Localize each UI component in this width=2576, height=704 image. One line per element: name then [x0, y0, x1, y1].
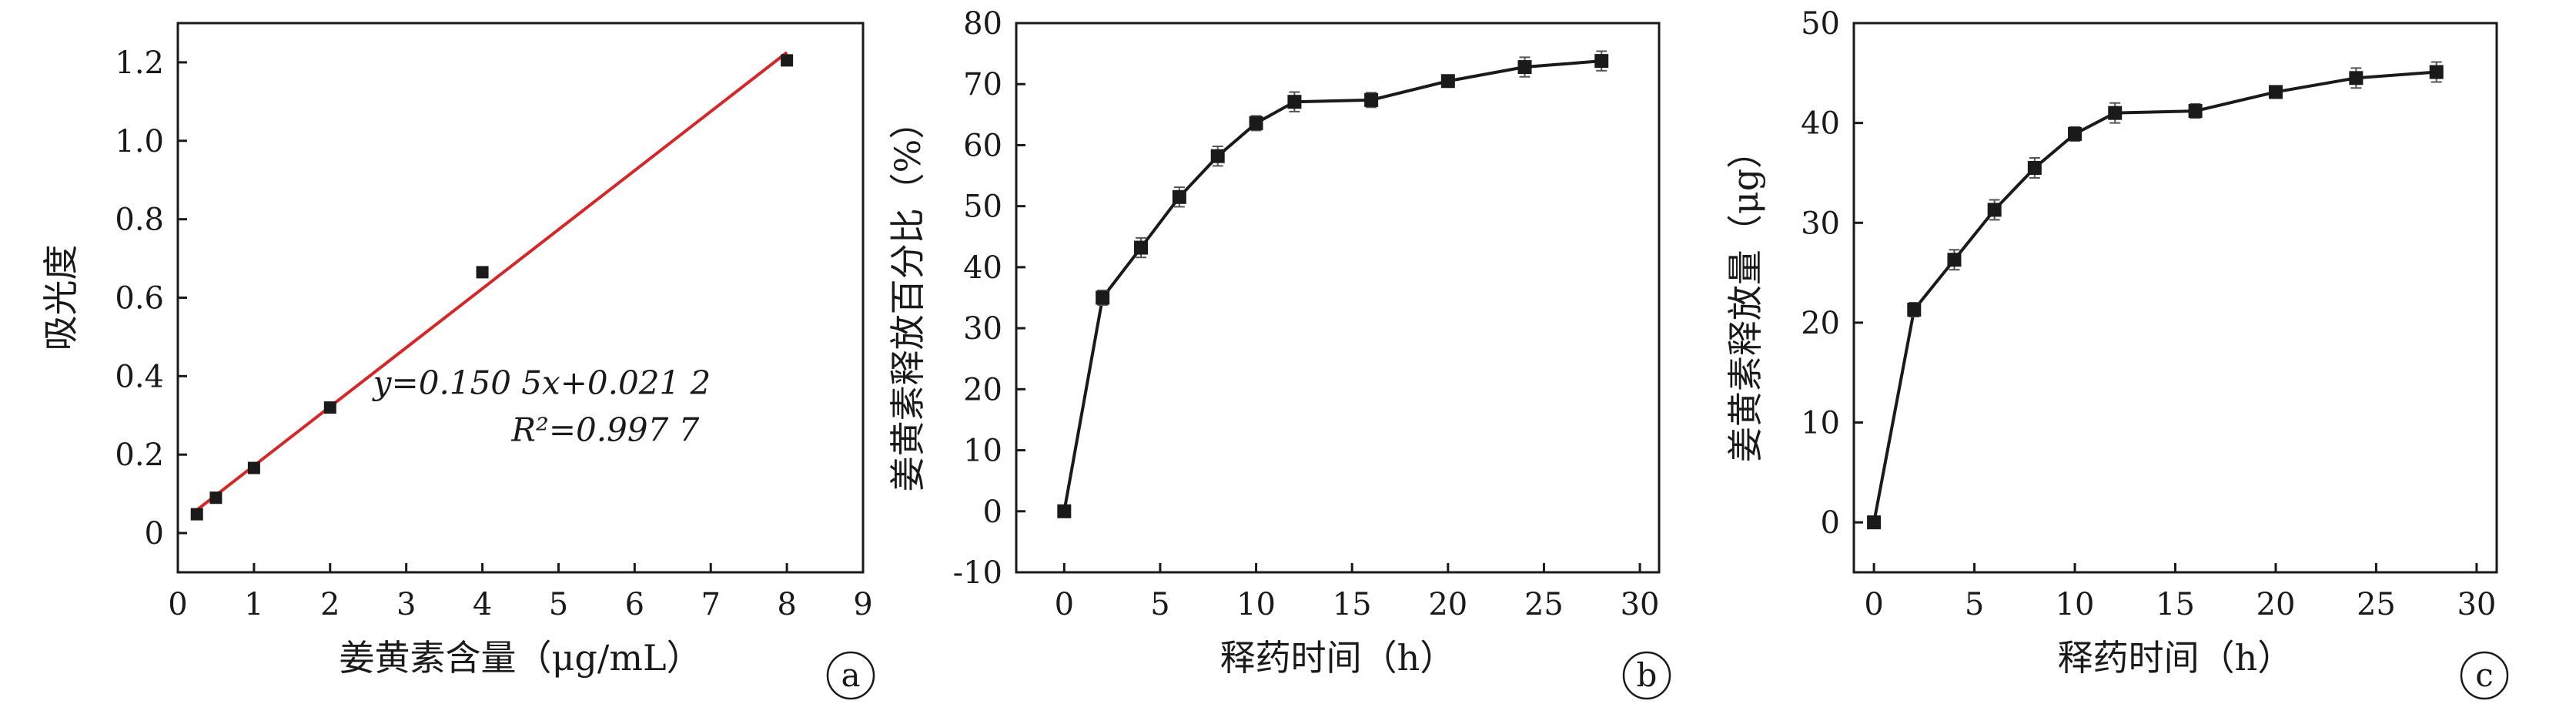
data-point: [323, 401, 336, 414]
data-point: [1172, 189, 1186, 204]
y-tick-label: 10: [963, 434, 1002, 469]
data-point: [1867, 515, 1882, 530]
y-tick-label: 60: [963, 128, 1002, 163]
data-point: [1947, 253, 1962, 267]
x-tick-label: 25: [2357, 587, 2396, 622]
x-tick-label: 30: [1621, 587, 1660, 622]
y-tick-label: 40: [963, 250, 1002, 286]
series-line: [1062, 59, 1602, 512]
panel-label-circle: [826, 651, 875, 700]
y-tick-label: 30: [963, 311, 1002, 347]
y-tick-label: 30: [1801, 206, 1840, 241]
plot-frame: [1015, 22, 1661, 574]
data-point: [2068, 126, 2083, 141]
y-tick-label: 0: [1821, 505, 1840, 541]
y-tick-label: 0.6: [115, 281, 164, 317]
x-tick-label: 2: [320, 587, 340, 622]
chart-panel-b: 0 5 10 15 20 25 30 -10 0 10 20 30 40 50 60 70 80 释药时间（h） 姜…: [887, 6, 1671, 700]
panel-label-circle: [1622, 651, 1671, 700]
panel-label: a: [841, 656, 860, 694]
data-point: [781, 54, 794, 67]
series-line: [1872, 70, 2437, 523]
plot-frame: [1852, 22, 2498, 574]
data-point: [2188, 104, 2203, 119]
y-tick-label: 0: [983, 494, 1002, 530]
data-point: [1096, 290, 1110, 305]
y-axis-title: 吸光度: [40, 245, 82, 351]
chart-panel-a: 0 1 2 3 4 5 6 7 8 9 0 0.2 0.4 0.6 0.8 1.0 1.2 姜黄素含量（μg/mL…: [40, 22, 875, 700]
data-point: [247, 461, 260, 474]
data-point: [1287, 95, 1302, 109]
x-tick-label: 7: [701, 587, 720, 622]
data-point: [1440, 74, 1455, 89]
x-tick-label: 5: [1965, 587, 1984, 622]
y-tick-label: 10: [1801, 406, 1840, 441]
chart-panel-c: 0 5 10 15 20 25 30 0 10 20 30 40 50 释药时间（h） 姜黄素释放量（μg）…: [1725, 6, 2509, 700]
data-point: [1364, 92, 1379, 107]
x-tick-label: 10: [1236, 587, 1276, 622]
x-tick-label: 20: [2257, 587, 2296, 622]
x-tick-label: 5: [1150, 587, 1169, 622]
data-point: [2349, 71, 2364, 85]
data-point: [1210, 149, 1225, 163]
x-tick-label: 9: [853, 587, 872, 622]
x-axis-title: 姜黄素含量（μg/mL）: [339, 637, 701, 679]
x-tick-label: 4: [473, 587, 492, 622]
x-axis-title: 释药时间（h）: [2058, 637, 2293, 679]
y-tick-label: 0.2: [115, 437, 164, 473]
data-point: [1134, 240, 1149, 255]
data-point: [1517, 60, 1532, 75]
x-tick-label: 0: [1864, 587, 1883, 622]
y-tick-label: 80: [963, 6, 1002, 42]
panel-label: b: [1637, 656, 1658, 694]
data-point: [476, 266, 489, 279]
data-point: [209, 491, 222, 505]
plot-frame: [176, 22, 865, 574]
panel-label-circle: [2460, 651, 2509, 700]
regression-equation: y=0.150 5x+0.021 2: [372, 364, 711, 401]
data-point: [1249, 116, 1263, 130]
x-tick-label: 30: [2457, 587, 2496, 622]
data-point: [1594, 54, 1609, 69]
y-tick-label: 20: [963, 372, 1002, 407]
data-point: [2268, 85, 2283, 99]
x-tick-label: 3: [396, 587, 416, 622]
x-tick-label: 0: [168, 587, 187, 622]
y-tick-label: 50: [963, 189, 1002, 225]
y-tick-label: 20: [1801, 306, 1840, 341]
x-axis-title: 释药时间（h）: [1220, 637, 1456, 679]
y-tick-label: 40: [1801, 106, 1840, 142]
x-tick-label: 0: [1055, 587, 1074, 622]
x-tick-label: 6: [625, 587, 644, 622]
y-tick-label: 1.0: [115, 124, 164, 159]
x-tick-label: 8: [777, 587, 796, 622]
data-point: [1987, 203, 2002, 217]
x-tick-label: 15: [2156, 587, 2195, 622]
data-point: [190, 508, 203, 521]
panel-label: c: [2475, 656, 2494, 694]
x-tick-label: 15: [1333, 587, 1372, 622]
data-point: [1057, 504, 1072, 518]
y-tick-label: 1.2: [115, 45, 164, 81]
y-tick-label: -10: [953, 555, 1002, 591]
data-point: [2108, 106, 2123, 120]
fit-line: [196, 51, 788, 511]
y-tick-label: 0.8: [115, 203, 164, 238]
x-tick-label: 20: [1428, 587, 1467, 622]
y-axis-title: 姜黄素释放百分比（%）: [887, 104, 928, 492]
y-tick-label: 50: [1801, 6, 1840, 42]
x-tick-label: 10: [2056, 587, 2095, 622]
x-tick-label: 1: [244, 587, 263, 622]
data-point: [2027, 160, 2042, 175]
y-tick-label: 0: [145, 516, 164, 551]
x-tick-label: 5: [549, 587, 568, 622]
y-tick-label: 70: [963, 67, 1002, 102]
x-tick-label: 25: [1524, 587, 1564, 622]
y-tick-label: 0.4: [115, 359, 164, 394]
y-axis-title: 姜黄素释放量（μg）: [1725, 133, 1766, 462]
data-point: [1907, 303, 1922, 317]
r-squared-label: R²=0.997 7: [510, 411, 699, 448]
data-point: [2429, 65, 2444, 79]
